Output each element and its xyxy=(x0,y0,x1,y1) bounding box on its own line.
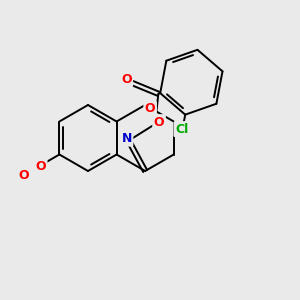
Text: O: O xyxy=(35,160,46,173)
Text: O: O xyxy=(19,169,29,182)
Text: O: O xyxy=(121,73,132,86)
Text: O: O xyxy=(154,116,164,129)
Text: O: O xyxy=(145,103,155,116)
Text: Cl: Cl xyxy=(175,123,188,136)
Text: N: N xyxy=(122,132,132,145)
